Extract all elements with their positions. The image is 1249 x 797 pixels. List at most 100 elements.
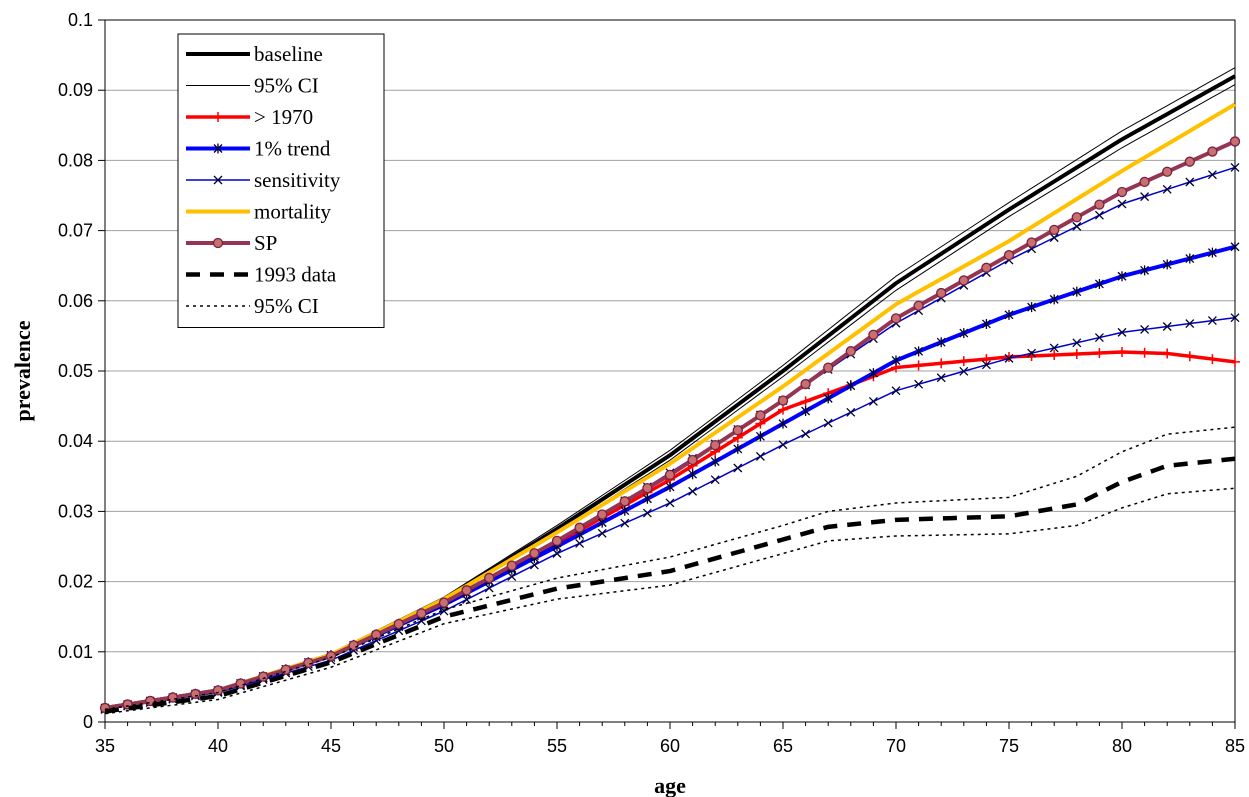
- legend-label: 95% CI: [254, 74, 319, 98]
- series-point: [845, 346, 856, 357]
- x-tick-label: 85: [1225, 736, 1245, 756]
- series-point: [1072, 286, 1082, 297]
- series-point: [1117, 347, 1127, 358]
- x-tick-label: 55: [547, 736, 567, 756]
- series-point: [597, 528, 607, 538]
- series-point: [1094, 278, 1104, 289]
- series-point: [733, 443, 743, 454]
- series-point: [665, 498, 675, 508]
- series-point: [959, 328, 969, 339]
- legend-swatch-marker: [213, 143, 223, 154]
- series-point: [800, 396, 811, 407]
- y-tick-label: 0.04: [58, 431, 93, 451]
- series-point: [1094, 210, 1104, 220]
- series-point: [1117, 271, 1127, 282]
- x-tick-label: 50: [434, 736, 454, 756]
- series-point: [732, 425, 743, 436]
- legend-label: mortality: [254, 200, 331, 224]
- series-point: [552, 549, 562, 558]
- x-tick-label: 60: [660, 736, 680, 756]
- series-point: [1139, 347, 1150, 358]
- series-point: [868, 397, 878, 406]
- series-point: [1229, 136, 1241, 147]
- series-point: [1184, 351, 1195, 362]
- series-point: [1117, 327, 1127, 337]
- series-point: [755, 410, 766, 421]
- series-point: [981, 360, 991, 370]
- series-line: [104, 350, 1236, 710]
- series-point: [1162, 166, 1173, 177]
- series-point: [371, 629, 382, 640]
- series-point: [642, 482, 653, 494]
- series-point: [688, 469, 698, 480]
- series-point: [1184, 156, 1195, 167]
- series-point: [1004, 353, 1014, 363]
- series-point: [1049, 343, 1059, 353]
- series-point: [1207, 247, 1217, 258]
- series-point: [1049, 294, 1059, 305]
- series-point: [936, 287, 947, 299]
- series-point: [620, 505, 630, 516]
- series-point: [258, 671, 269, 682]
- series-point: [551, 535, 563, 547]
- series-point: [1071, 212, 1082, 223]
- x-tick-label: 35: [95, 736, 115, 756]
- series-sp: [99, 136, 1241, 714]
- series-point: [438, 597, 450, 608]
- series-95-ci: [104, 426, 1236, 715]
- series-point: [800, 378, 811, 390]
- series-point: [936, 358, 947, 369]
- series-point: [801, 429, 811, 439]
- series-point: [575, 538, 585, 548]
- y-tick-label: 0.06: [58, 291, 93, 311]
- legend-label: 1% trend: [254, 137, 331, 161]
- series-point: [303, 657, 314, 669]
- series-point: [1072, 338, 1082, 348]
- axes: 0 0.01 0.02 0.03 0.04 0.05 0.06 0.07 0.08 0.09 0.1…: [58, 10, 1245, 756]
- series-point: [416, 608, 427, 619]
- series-point: [1162, 184, 1172, 194]
- series-point: [891, 355, 901, 366]
- series-point: [1185, 177, 1195, 187]
- series-point: [868, 368, 878, 379]
- series-point: [890, 313, 902, 324]
- series-point: [1049, 349, 1060, 360]
- series-point: [506, 560, 517, 571]
- x-tick-label: 70: [886, 736, 906, 756]
- series-point: [778, 440, 788, 450]
- legend: baseline 95% CI > 1970 1% trend sensitivity m…: [177, 33, 385, 328]
- series-point: [733, 463, 743, 473]
- series-point: [778, 418, 788, 429]
- x-axis-title: age: [654, 773, 686, 797]
- y-axis-title: prevalence: [10, 320, 35, 421]
- series-point: [1140, 265, 1150, 276]
- series-line: [104, 456, 1236, 714]
- y-tick-label: 0.02: [58, 572, 93, 592]
- series-point: [1072, 221, 1082, 231]
- y-tick-label: 0.1: [68, 10, 93, 30]
- series-point: [1230, 241, 1240, 252]
- series-point: [801, 406, 811, 417]
- x-tick-label: 40: [208, 736, 228, 756]
- legend-label: 1993 data: [254, 263, 337, 287]
- series-point: [1162, 259, 1172, 270]
- series-point: [1207, 354, 1218, 365]
- series-point: [665, 481, 675, 492]
- x-tick-label: 45: [321, 736, 341, 756]
- series-point: [1162, 348, 1173, 359]
- series-point: [642, 493, 652, 504]
- series-point: [212, 685, 224, 696]
- series-point: [710, 456, 720, 467]
- series-point: [981, 318, 991, 329]
- series-point: [913, 360, 924, 371]
- series-point: [823, 418, 833, 428]
- series-point: [1140, 192, 1150, 202]
- series-point: [664, 469, 676, 481]
- x-tick-label: 65: [773, 736, 793, 756]
- series-point: [1140, 324, 1150, 334]
- series-point: [1027, 302, 1037, 313]
- series-point: [846, 407, 856, 417]
- series-point: [1004, 309, 1014, 320]
